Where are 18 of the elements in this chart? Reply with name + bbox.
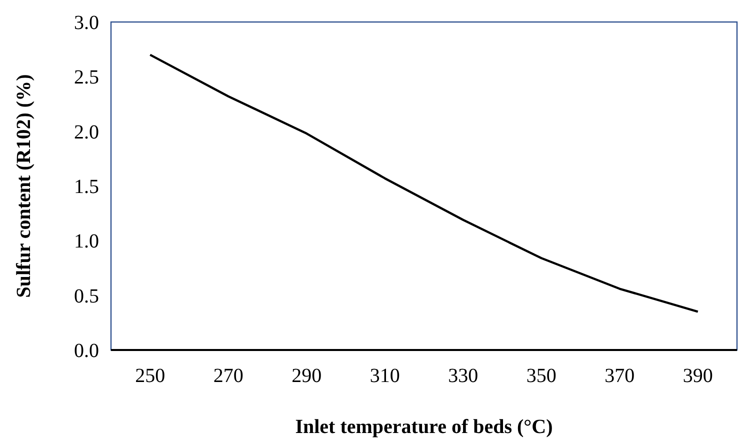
y-tick-label: 2.5	[74, 66, 99, 89]
x-tick-label: 330	[448, 365, 478, 387]
x-tick-label: 350	[526, 365, 556, 387]
y-tick-label: 0.0	[74, 340, 99, 362]
y-tick-label: 2.0	[74, 121, 99, 144]
y-tick-label: 3.0	[74, 12, 99, 34]
x-tick-label: 370	[604, 365, 635, 387]
y-axis-title: Sulfur content (R102) (%)	[13, 74, 35, 298]
y-tick-label: 0.5	[74, 285, 99, 308]
x-tick-label: 390	[682, 365, 713, 387]
x-tick-label: 290	[292, 365, 322, 387]
y-tick-label: 1.5	[74, 176, 99, 198]
y-tick-label: 1.0	[74, 230, 99, 253]
x-tick-label: 250	[135, 365, 166, 387]
x-axis-title: Inlet temperature of beds (°C)	[295, 416, 553, 438]
x-tick-label: 270	[213, 365, 244, 387]
x-tick-label: 310	[370, 365, 400, 387]
line-series	[149, 54, 699, 313]
